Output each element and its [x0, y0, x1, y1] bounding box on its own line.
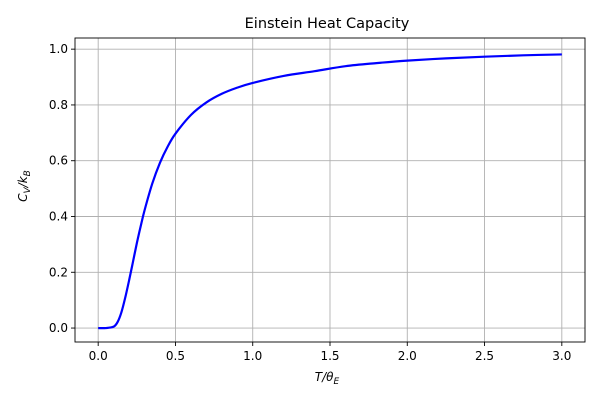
x-tick-label: 0.0	[89, 349, 108, 363]
x-tick-label: 1.5	[320, 349, 339, 363]
y-tick-label: 1.0	[49, 42, 68, 56]
x-tick-label: 1.0	[243, 349, 262, 363]
x-tick-label: 2.0	[398, 349, 417, 363]
y-tick-label: 0.2	[49, 265, 68, 279]
x-axis-label: T/θE	[315, 370, 340, 387]
y-tick-label: 0.0	[49, 321, 68, 335]
y-axis-label: CV/kB	[16, 170, 33, 202]
chart-title: Einstein Heat Capacity	[245, 16, 410, 32]
x-tick-label: 3.0	[552, 349, 571, 363]
x-tick-label: 0.5	[166, 349, 185, 363]
y-tick-label: 0.4	[49, 209, 68, 223]
y-tick-label: 0.6	[49, 154, 68, 168]
y-tick-label: 0.8	[49, 98, 68, 112]
x-tick-label: 2.5	[475, 349, 494, 363]
series-layer	[98, 53, 562, 330]
grid-lines	[75, 38, 585, 342]
y-axis: 0.0 0.2 0.4 0.6 0.8 1.0	[49, 42, 75, 335]
heat-capacity-line	[98, 53, 562, 330]
x-axis: 0.0 0.5 1.0 1.5 2.0 2.5 3.0	[89, 342, 571, 363]
